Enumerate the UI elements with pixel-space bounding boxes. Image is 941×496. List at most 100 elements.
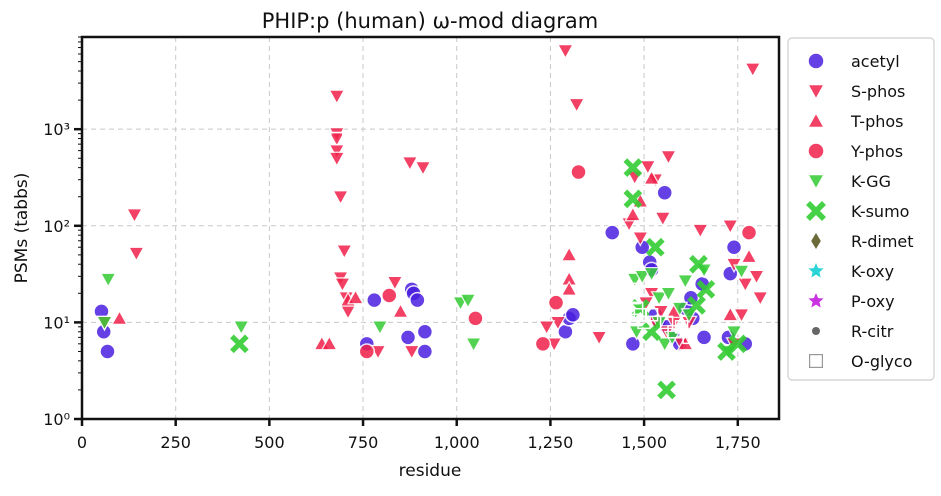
point-s-phos xyxy=(556,44,575,60)
point-s-phos xyxy=(639,159,657,176)
legend-label-y-phos: Y-phos xyxy=(850,142,903,161)
point-o-glyco xyxy=(626,282,640,297)
point-t-phos xyxy=(642,169,661,185)
point-o-glyco xyxy=(315,286,329,301)
point-y-phos xyxy=(570,163,587,181)
legend-label-r-citr: R-citr xyxy=(851,322,894,341)
legend-marker-k-gg xyxy=(806,173,826,191)
y-axis: 10⁰ 10¹ 10² 10³ xyxy=(43,36,82,429)
legend-marker-acetyl xyxy=(807,52,825,70)
point-k-gg xyxy=(459,293,477,309)
point-acetyl xyxy=(99,343,116,360)
legend-marker-r-citr xyxy=(812,327,820,335)
point-o-glyco xyxy=(637,315,651,330)
legend-label-k-gg: K-GG xyxy=(851,172,891,191)
legend-marker-t-phos xyxy=(806,111,826,129)
point-acetyl xyxy=(399,329,417,346)
point-k-gg xyxy=(650,315,668,332)
point-t-phos xyxy=(560,280,578,296)
legend-marker-s-phos xyxy=(806,83,826,101)
grid xyxy=(81,37,779,420)
point-s-phos xyxy=(333,277,352,293)
point-k-gg xyxy=(650,291,668,307)
point-y-phos xyxy=(547,294,565,311)
point-s-phos xyxy=(744,62,762,78)
chart-title: PHIP:p (human) ω-mod diagram xyxy=(262,9,599,33)
point-k-gg xyxy=(95,315,114,332)
point-s-phos xyxy=(691,223,709,240)
legend-marker-p-oxy xyxy=(808,293,824,308)
point-acetyl xyxy=(695,329,713,346)
point-y-phos xyxy=(381,287,398,304)
point-t-phos xyxy=(391,302,410,319)
point-y-phos xyxy=(358,343,376,360)
plot-frame xyxy=(80,35,781,421)
x-tick-label: 1,750 xyxy=(715,433,761,452)
point-k-sumo xyxy=(687,296,706,315)
point-k-sumo xyxy=(696,279,716,299)
point-o-glyco xyxy=(330,131,344,146)
point-o-glyco xyxy=(667,325,681,339)
point-t-phos xyxy=(320,334,338,351)
legend-label-acetyl: acetyl xyxy=(851,52,900,71)
point-acetyl xyxy=(416,343,434,360)
point-s-phos xyxy=(328,89,346,105)
point-s-phos xyxy=(401,156,419,172)
point-t-phos xyxy=(721,305,739,322)
point-k-gg xyxy=(725,325,743,341)
point-k-gg xyxy=(732,264,751,280)
point-t-phos xyxy=(624,205,642,222)
legend-marker-k-oxy xyxy=(808,263,824,278)
legend: acetyl S-phos T-phos Y-phos K-GG K-sumo R-dime… xyxy=(787,37,935,381)
point-s-phos xyxy=(654,211,672,227)
point-acetyl xyxy=(656,184,673,201)
point-k-sumo xyxy=(689,254,708,274)
point-s-phos xyxy=(127,246,145,263)
point-s-phos xyxy=(403,344,421,361)
legend-label-o-glyco: O-glyco xyxy=(851,352,912,371)
point-o-glyco xyxy=(682,330,696,345)
x-tick-label: 750 xyxy=(348,433,379,452)
point-s-phos xyxy=(386,275,404,292)
point-s-phos xyxy=(549,315,567,332)
point-k-sumo xyxy=(623,158,643,177)
legend-label-k-oxy: K-oxy xyxy=(851,262,894,281)
point-t-phos xyxy=(560,246,578,262)
point-s-phos xyxy=(736,277,754,293)
x-axis: 0 250 500 750 1,000 1,250 1,500 1,750 xyxy=(77,419,761,452)
legend-label-k-sumo: K-sumo xyxy=(851,202,909,221)
point-y-phos xyxy=(534,335,552,353)
legend-marker-r-dimet xyxy=(811,233,821,249)
point-s-phos xyxy=(751,291,769,307)
legend-label-s-phos: S-phos xyxy=(851,82,905,101)
point-y-phos xyxy=(467,310,484,327)
data-points xyxy=(93,44,769,400)
y-tick-label: 10³ xyxy=(43,120,70,139)
point-k-gg xyxy=(633,269,651,286)
point-k-sumo xyxy=(646,237,665,257)
legend-label-p-oxy: P-oxy xyxy=(851,292,895,311)
point-k-gg xyxy=(464,337,483,353)
point-k-sumo xyxy=(657,380,676,400)
point-s-phos xyxy=(328,151,346,168)
point-s-phos xyxy=(747,269,766,286)
point-k-gg xyxy=(676,274,694,290)
point-k-sumo xyxy=(230,334,249,354)
legend-label-t-phos: T-phos xyxy=(850,112,904,131)
point-k-sumo xyxy=(728,334,748,354)
point-s-phos xyxy=(721,219,739,235)
point-s-phos xyxy=(631,231,649,247)
point-acetyl xyxy=(725,238,743,256)
point-k-gg xyxy=(232,320,250,336)
point-o-glyco xyxy=(659,315,674,330)
point-k-gg xyxy=(656,337,674,353)
point-k-gg xyxy=(99,272,117,289)
point-s-phos xyxy=(335,244,353,260)
x-axis-label: residue xyxy=(399,461,462,481)
x-tick-label: 1,000 xyxy=(434,433,480,452)
legend-marker-o-glyco xyxy=(808,354,823,369)
point-s-phos xyxy=(414,160,432,177)
point-y-phos xyxy=(740,224,758,241)
